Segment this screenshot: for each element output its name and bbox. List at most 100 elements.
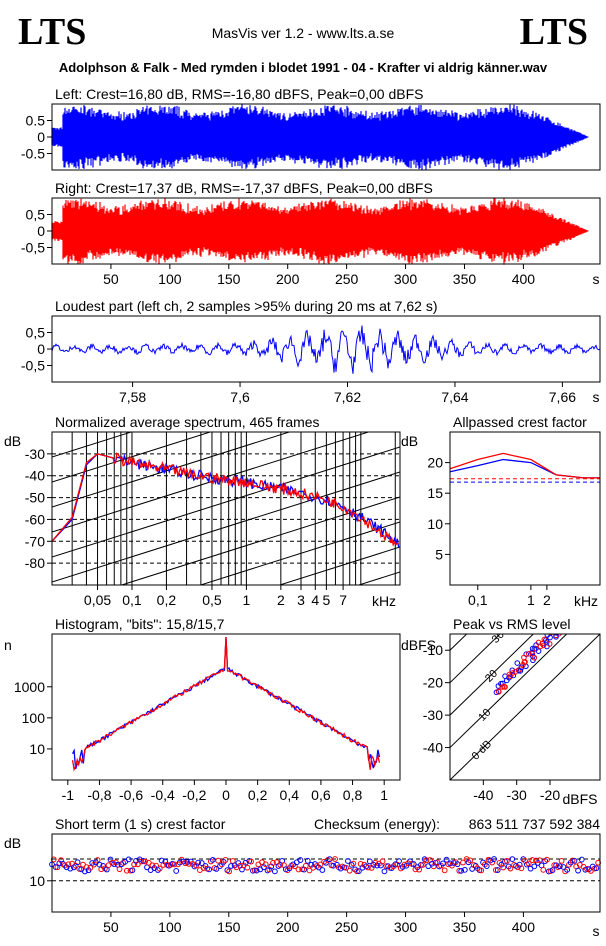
allpass-ylabel: dB (401, 433, 418, 449)
shortcrest-ytick-label: 10 (29, 873, 45, 889)
histogram-xtick-label: -0,2 (182, 787, 206, 803)
allpass-xlabel: kHz (574, 593, 598, 609)
peakrms-point (540, 642, 547, 649)
shortcrest-xtick-label: 250 (335, 919, 359, 935)
shortcrest-point (60, 860, 66, 867)
shortcrest-point (253, 867, 260, 874)
histogram-xtick-label: -0,8 (87, 787, 111, 803)
spectrum-xtick-label: 0,05 (84, 592, 111, 608)
spectrum-slope (52, 446, 400, 558)
loudest-ytick-label: 0,5 (26, 325, 46, 341)
peakrms-point (546, 641, 553, 647)
right-waveform-xtick-label: 100 (158, 271, 182, 287)
allpass-ytick-label: 5 (435, 546, 443, 562)
peakrms-ytick-label: -30 (423, 707, 443, 723)
shortcrest-point (63, 864, 70, 871)
peakrms-point (493, 689, 500, 696)
shortcrest-point (494, 867, 501, 873)
shortcrest-point (379, 858, 386, 865)
histogram-xtick-label: 0,2 (248, 787, 268, 803)
loudest-xtick-label: 7,6 (230, 389, 250, 405)
spectrum-slope (52, 272, 400, 382)
shortcrest-point (456, 867, 463, 874)
spectrum-slope (278, 546, 400, 585)
spectrum-xtick-label: 2 (277, 592, 285, 608)
spectrum-ytick-label: -50 (25, 490, 45, 506)
peakrms-title: Peak vs RMS level (453, 616, 570, 632)
peakrms-ylabel: dBFS (401, 637, 436, 653)
histogram-xtick-label: -1 (62, 787, 75, 803)
shortcrest-point (423, 857, 430, 864)
shortcrest-point (295, 866, 302, 873)
spectrum-xtick-label: 0,2 (157, 592, 177, 608)
shortcrest-point (520, 856, 527, 863)
peakrms-xtick-label: -30 (507, 787, 527, 803)
shortcrest-point (226, 868, 233, 875)
shortcrest-point (564, 866, 571, 873)
shortcrest-point (491, 856, 497, 862)
shortcrest-point (111, 861, 118, 868)
peakrms-xtick-label: -40 (473, 787, 493, 803)
loudest-xtick-label: 7,62 (334, 389, 361, 405)
shortcrest-point (500, 864, 507, 871)
shortcrest-point (244, 864, 251, 871)
shortcrest-point (556, 863, 563, 870)
histogram-ylabel: n (4, 637, 12, 653)
shortcrest-point (507, 865, 514, 872)
histogram-ytick-label: 10 (29, 741, 45, 757)
shortcrest-point (306, 867, 313, 874)
shortcrest-xtick-label: 300 (394, 919, 418, 935)
shortcrest-point (418, 861, 424, 868)
spectrum-xtick-label: 0,1 (122, 592, 142, 608)
spectrum-slope (119, 496, 400, 585)
peakrms-point (517, 668, 524, 674)
allpass-ytick-label: 15 (427, 485, 443, 501)
shortcrest-point (129, 867, 136, 874)
shortcrest-point (492, 867, 499, 873)
histogram-xtick-label: -0,4 (151, 787, 175, 803)
spectrum-ytick-label: -60 (25, 511, 45, 527)
histogram-title: Histogram, "bits": 15,8/15,7 (55, 616, 225, 632)
peakrms-xtick-label: -20 (540, 787, 560, 803)
shortcrest-point (503, 857, 510, 864)
shortcrest-point (319, 867, 326, 873)
histogram-xtick-label: 0 (222, 787, 230, 803)
left-waveform-envelope (51, 104, 590, 171)
shortcrest-point (467, 857, 474, 864)
right-waveform-xtick-label: 50 (103, 271, 119, 287)
shortcrest-xtick-label: 400 (512, 919, 536, 935)
peakrms-plot: 40 30 20 10 0 dB (450, 634, 600, 780)
shortcrest-point (359, 864, 366, 871)
peakrms-ytick-label: -20 (423, 675, 443, 691)
loudest-ytick-label: -0,5 (21, 358, 45, 374)
shortcrest-point (67, 865, 74, 872)
shortcrest-point (184, 859, 191, 866)
shortcrest-point (419, 862, 426, 868)
peakrms-point (499, 680, 506, 687)
right-waveform-xtick-label: 150 (217, 271, 241, 287)
shortcrest-point (396, 858, 402, 865)
peakrms-crest-line (450, 634, 501, 684)
shortcrest-point (595, 859, 602, 866)
spectrum-ylabel: dB (4, 433, 21, 449)
allpass-xtick-label: 0,1 (468, 592, 488, 608)
spectrum-slope (199, 521, 400, 585)
shortcrest-point (217, 863, 223, 869)
logo-left: LTS (18, 11, 87, 53)
spectrum-slope (52, 597, 400, 707)
shortcrest-point (94, 857, 101, 863)
shortcrest-point (317, 861, 324, 868)
shortcrest-point (116, 866, 123, 873)
shortcrest-point (176, 859, 183, 866)
right-waveform-ytick-label: 0,5 (26, 207, 46, 223)
shortcrest-point (529, 857, 536, 863)
shortcrest-frame (51, 833, 601, 913)
shortcrest-point (441, 867, 448, 874)
right-waveform-envelope (51, 197, 590, 265)
shortcrest-point (326, 856, 333, 863)
shortcrest-point (478, 867, 485, 874)
peakrms-point (521, 659, 528, 666)
shortcrest-point (346, 867, 353, 874)
shortcrest-point (198, 860, 205, 866)
shortcrest-point (302, 862, 309, 869)
